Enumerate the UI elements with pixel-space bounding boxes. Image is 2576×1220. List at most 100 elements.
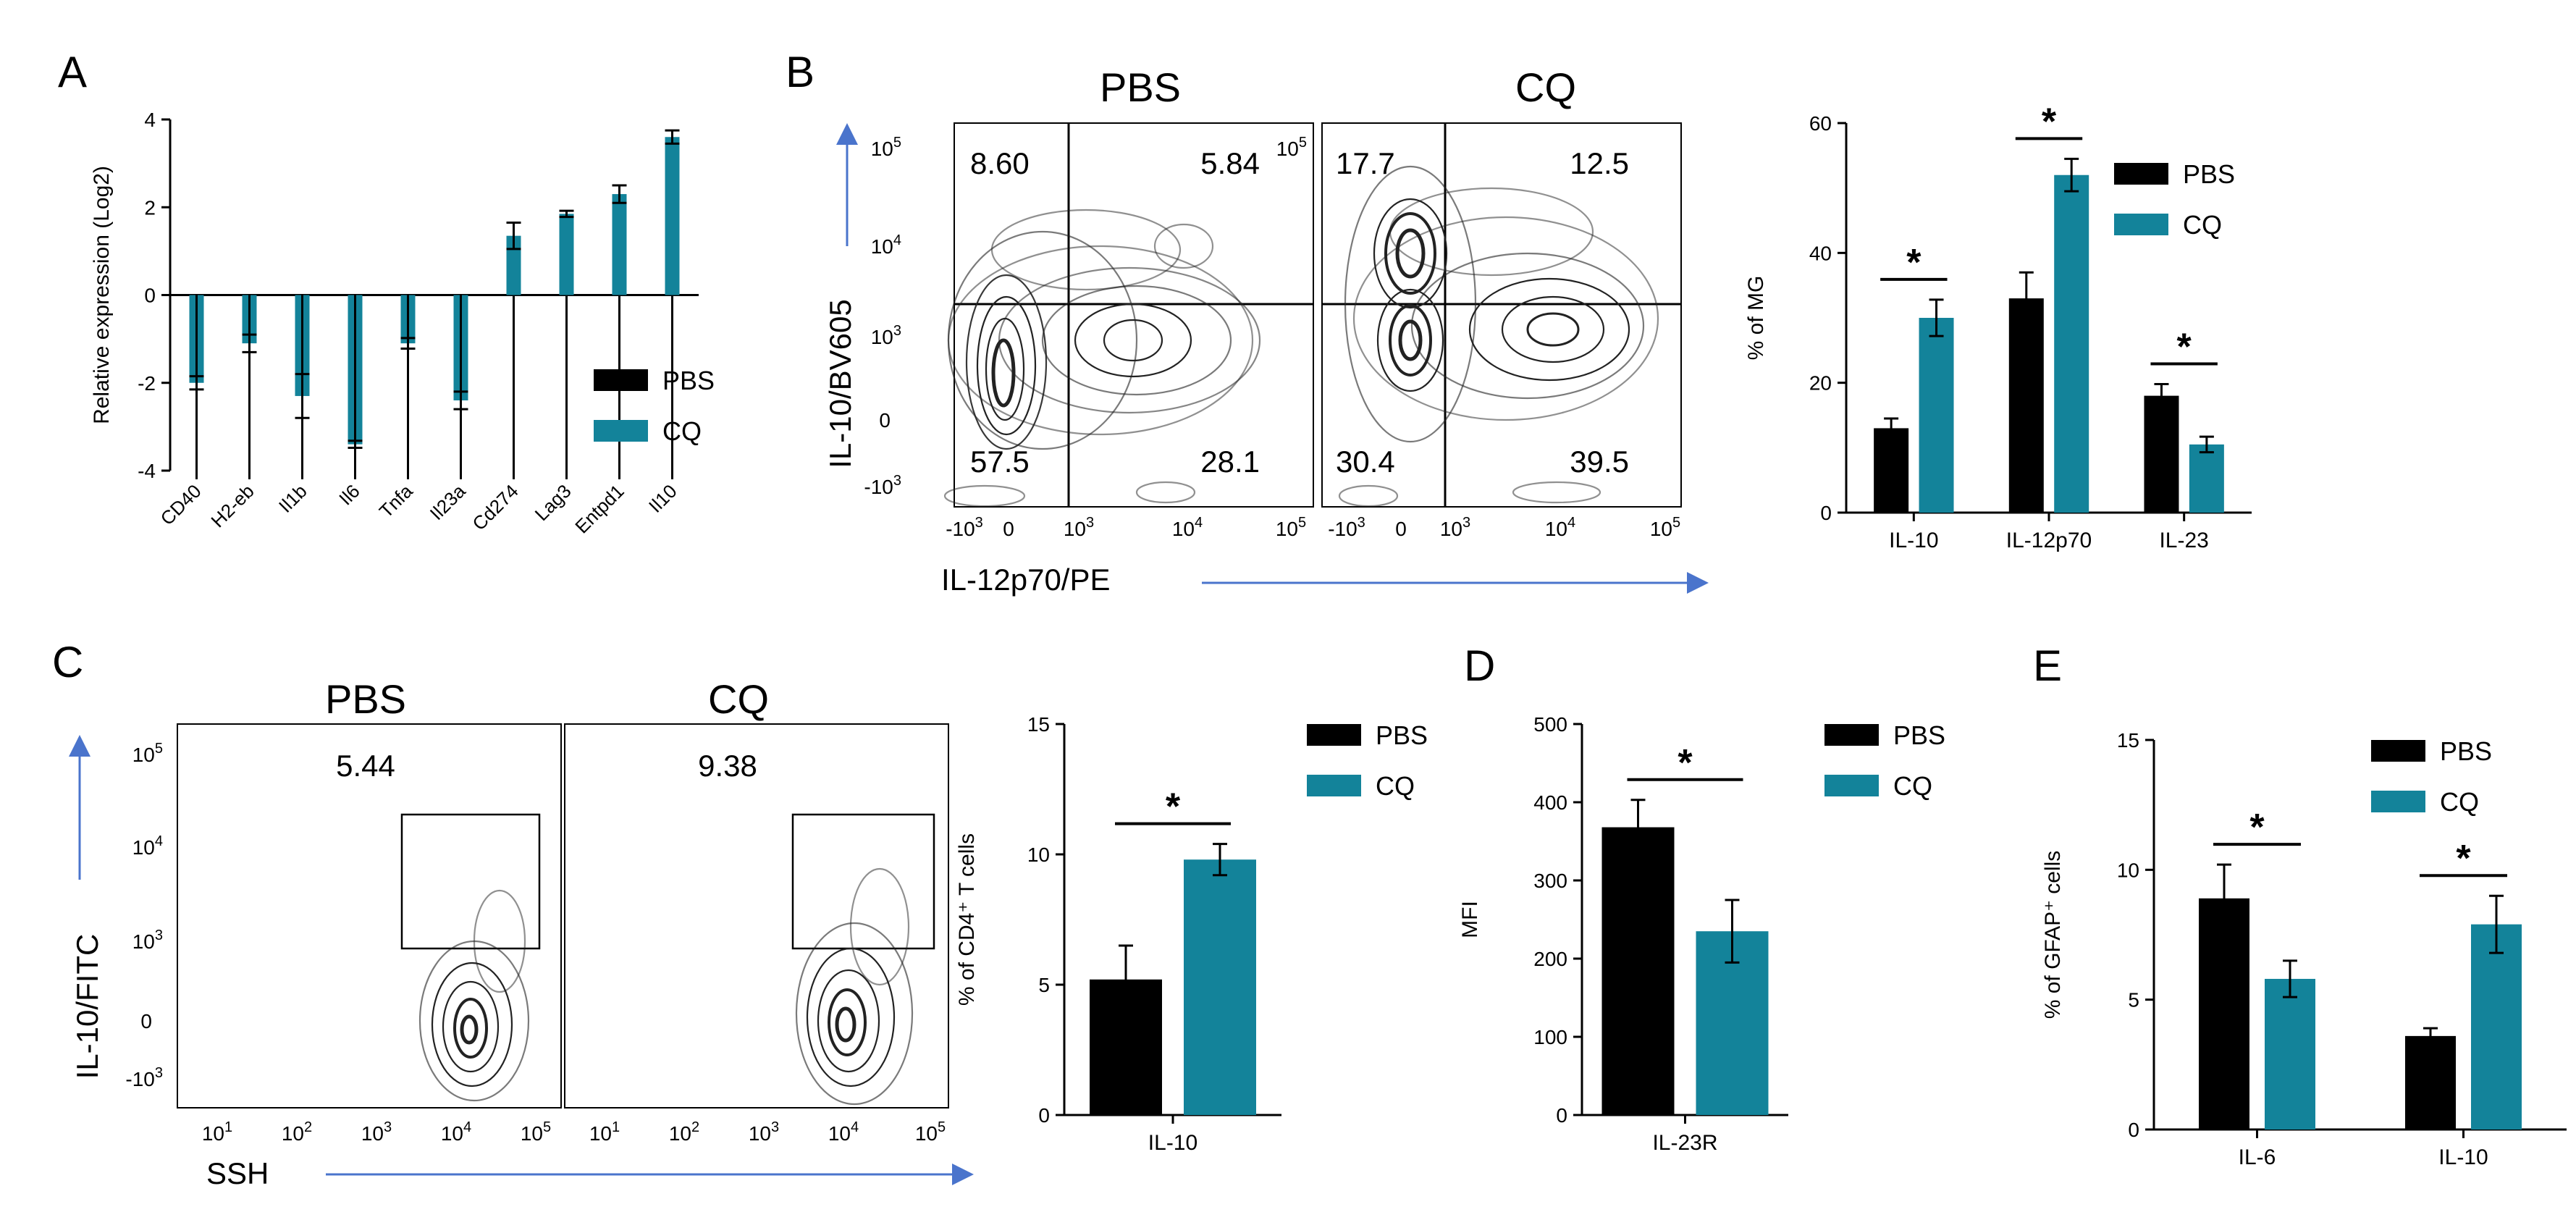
bar-cq bbox=[2054, 174, 2089, 513]
flow-c-ytick: -103 bbox=[125, 1065, 163, 1090]
flow-c-xtick: 105 bbox=[521, 1119, 551, 1145]
flow-c-ytick: 104 bbox=[132, 833, 163, 859]
flow-c-ytick: 0 bbox=[140, 1010, 152, 1032]
legend-label-cq: CQ bbox=[662, 416, 702, 446]
flow-c-pbs-title: PBS bbox=[325, 676, 406, 722]
x-tick-label: Il6 bbox=[334, 480, 364, 510]
flow-b-cq-q2: 12.5 bbox=[1570, 146, 1629, 180]
flow-b-xticks-pbs: -103 0 103 104 105 bbox=[946, 515, 1306, 540]
flow-b-yticks: 105 104 103 0 -103 bbox=[864, 135, 901, 498]
legend-swatch-pbs bbox=[1307, 724, 1361, 746]
flow-b-xtick: 105 bbox=[1276, 515, 1306, 540]
flow-c-xtick: 102 bbox=[669, 1119, 699, 1145]
panel-letter-e: E bbox=[2033, 641, 2062, 690]
panel-letter-c: C bbox=[52, 638, 83, 686]
significance-star: * bbox=[2249, 807, 2265, 849]
flow-b-xtick: 105 bbox=[1650, 515, 1680, 540]
significance-star: * bbox=[2177, 326, 2192, 368]
flow-b-yticks-right: 105 bbox=[1276, 135, 1307, 160]
legend-swatch-pbs bbox=[594, 369, 648, 391]
legend-swatch-cq bbox=[594, 420, 648, 442]
bar-cq bbox=[559, 214, 574, 295]
x-tick-label: IL-23 bbox=[2159, 529, 2208, 552]
flow-b-xtick: 103 bbox=[1440, 515, 1470, 540]
bar-cq bbox=[2265, 978, 2315, 1129]
legend-swatch-cq bbox=[2371, 791, 2425, 812]
x-tick-label: Il23a bbox=[426, 480, 470, 524]
flow-b-pbs-title: PBS bbox=[1100, 64, 1181, 110]
bar-cq bbox=[2471, 924, 2522, 1129]
flow-b-cq-box bbox=[1321, 122, 1682, 508]
x-tick-label: IL-6 bbox=[2239, 1145, 2276, 1169]
flow-c-cq-title: CQ bbox=[708, 676, 769, 722]
flow-b-pbs-q4: 28.1 bbox=[1200, 445, 1260, 479]
flow-b-pbs-q1: 8.60 bbox=[970, 146, 1030, 180]
flow-b-y-label: IL-10/BV605 bbox=[823, 299, 857, 468]
x-tick-label: Il10 bbox=[644, 480, 681, 517]
flow-b-xtick: 0 bbox=[1003, 518, 1014, 540]
y-tick-label: 500 bbox=[1533, 713, 1567, 736]
y-tick-label: 60 bbox=[1809, 112, 1832, 135]
bar-cq bbox=[2189, 444, 2224, 513]
flow-c-cq-gate bbox=[791, 813, 935, 950]
legend-swatch-pbs bbox=[2114, 163, 2168, 185]
flow-c-cq-contours bbox=[795, 867, 914, 1106]
bar-pbs bbox=[2199, 898, 2249, 1129]
flow-c-xtick: 102 bbox=[282, 1119, 312, 1145]
flow-c-ytick: 105 bbox=[132, 741, 163, 766]
flow-b-ytick: 0 bbox=[879, 409, 891, 432]
y-tick-label: 5 bbox=[1038, 974, 1050, 996]
panel-letter-b: B bbox=[786, 48, 815, 96]
flow-c-xtick: 101 bbox=[202, 1119, 232, 1145]
flow-b-xtick: -103 bbox=[1328, 515, 1365, 540]
legend-label-pbs: PBS bbox=[2183, 159, 2235, 189]
flow-b-xtick: 104 bbox=[1172, 515, 1203, 540]
legend-label-pbs: PBS bbox=[1376, 720, 1428, 750]
flow-c-pbs-gate bbox=[400, 813, 541, 950]
flow-c-y-label: IL-10/FITC bbox=[70, 934, 104, 1080]
flow-panel-b: PBS CQ 8.60 5.84 57.5 28.1 bbox=[823, 64, 1709, 597]
flow-c-cq-gate-value: 9.38 bbox=[698, 749, 757, 783]
bar-pbs bbox=[2405, 1035, 2456, 1129]
flow-b-xtick: 0 bbox=[1395, 518, 1407, 540]
flow-b-ytick: 105 bbox=[871, 135, 901, 160]
significance-star: * bbox=[1678, 742, 1693, 784]
y-tick-label: 300 bbox=[1533, 870, 1567, 892]
y-tick-label: 10 bbox=[2117, 859, 2139, 881]
bar-pbs bbox=[2008, 298, 2044, 513]
significance-star: * bbox=[2456, 838, 2471, 880]
y-tick-label: -4 bbox=[138, 460, 156, 482]
x-tick-label: CD40 bbox=[156, 480, 206, 529]
legend-swatch-cq bbox=[2114, 214, 2168, 235]
flow-b-cq-title: CQ bbox=[1515, 64, 1576, 110]
y-axis-label: % of CD4⁺ T cells bbox=[955, 833, 979, 1006]
legend-label-pbs: PBS bbox=[1893, 720, 1945, 750]
y-tick-label: 400 bbox=[1533, 791, 1567, 814]
bar-cq bbox=[506, 235, 521, 295]
flow-c-xtick: 105 bbox=[915, 1119, 946, 1145]
flow-b-pbs-q2: 5.84 bbox=[1200, 146, 1260, 180]
panel-letter-d: D bbox=[1464, 641, 1495, 690]
significance-star: * bbox=[1166, 786, 1181, 828]
chart-a-expression: 4 2 0 -2 -4 Relative expression (Log2) CD40 H2-… bbox=[90, 109, 715, 538]
legend-label-cq: CQ bbox=[1893, 771, 1932, 801]
flow-c-xtick: 103 bbox=[361, 1119, 392, 1145]
y-tick-label: 0 bbox=[2128, 1119, 2139, 1141]
flow-panel-c: PBS CQ 5.44 9.38 105 104 103 0 bbox=[69, 676, 974, 1190]
x-tick-label: IL-23R bbox=[1652, 1131, 1717, 1155]
flow-c-xtick: 103 bbox=[749, 1119, 779, 1145]
y-tick-label: 100 bbox=[1533, 1026, 1567, 1048]
flow-c-pbs-gate-value: 5.44 bbox=[336, 749, 395, 783]
significance-star: * bbox=[1906, 242, 1922, 284]
bar-cq bbox=[665, 137, 680, 295]
bar-cq bbox=[1184, 859, 1256, 1115]
chart-e-percent-gfap: 15 10 5 0 % of GFAP⁺ cells IL-6 * IL-10 * PBS CQ bbox=[2041, 729, 2567, 1169]
legend-label-cq: CQ bbox=[2183, 210, 2222, 240]
legend-swatch-cq bbox=[1307, 775, 1361, 796]
flow-b-xtick: 104 bbox=[1545, 515, 1575, 540]
chart-c-percent-cd4: 15 10 5 0 % of CD4⁺ T cells IL-10 * PBS CQ bbox=[955, 713, 1428, 1155]
y-tick-label: 15 bbox=[2117, 729, 2139, 752]
flow-c-pbs-box bbox=[177, 723, 562, 1108]
flow-b-cq-q4: 39.5 bbox=[1570, 445, 1629, 479]
flow-c-xtick: 104 bbox=[828, 1119, 859, 1145]
